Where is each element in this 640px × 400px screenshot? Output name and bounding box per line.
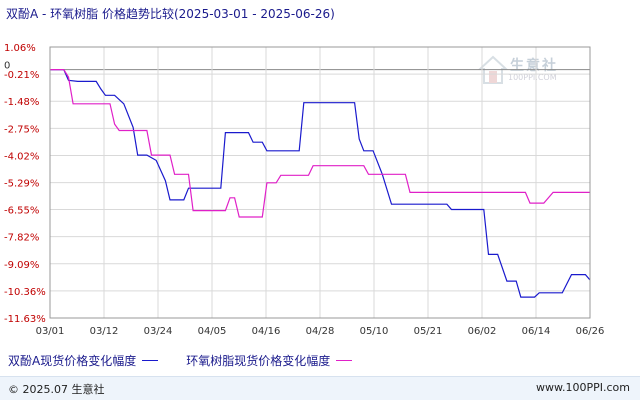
watermark-url: 100PPI.COM (508, 73, 557, 82)
y-tick-label: -4.02% (4, 151, 39, 162)
y-tick-label: -11.63% (4, 314, 46, 325)
series-line-bpa (50, 69, 591, 298)
line-chart: 1.06% 0-0.21% -1.48% -2.75% -4.02% -5.29% -6.5… (4, 43, 605, 337)
legend-label-bpa: 双酚A现货价格变化幅度 (8, 353, 137, 368)
y-tick-label: 0 (4, 61, 10, 72)
footer-bar: © 2025.07 生意社 www.100PPI.com (0, 376, 640, 400)
footer-copyright: © 2025.07 生意社 (8, 383, 105, 396)
legend: 双酚A现货价格变化幅度 环氧树脂现货价格变化幅度 (8, 352, 380, 368)
x-tick-label: 05/10 (360, 326, 389, 337)
y-tick-label: -6.55% (4, 206, 39, 217)
x-tick-label: 06/02 (468, 326, 497, 337)
x-tick-label: 06/14 (522, 326, 551, 337)
y-tick-label: -0.21% (4, 70, 39, 81)
y-tick-label: -7.82% (4, 233, 39, 244)
y-tick-label: -1.48% (4, 97, 39, 108)
series-lines (50, 69, 591, 298)
x-tick-label: 04/05 (198, 326, 227, 337)
legend-swatch-bpa (142, 359, 159, 361)
y-tick-label: -10.36% (4, 287, 46, 298)
chart-title: 双酚A - 环氧树脂 价格趋势比较(2025-03-01 - 2025-06-2… (6, 7, 335, 21)
series-line-epoxy (50, 69, 590, 218)
x-tick-label: 05/21 (414, 326, 443, 337)
x-axis-ticks: 03/01 03/12 03/24 04/05 04/16 04/28 05/10 05/21… (36, 326, 605, 337)
y-tick-label: -2.75% (4, 124, 39, 135)
x-tick-label: 04/16 (252, 326, 281, 337)
plot-frame (49, 46, 591, 319)
x-tick-label: 03/12 (90, 326, 119, 337)
y-axis-ticks: 1.06% 0-0.21% -1.48% -2.75% -4.02% -5.29% -6.5… (4, 43, 46, 325)
x-tick-label: 04/28 (306, 326, 335, 337)
watermark-house-icon (477, 55, 509, 84)
x-tick-label: 06/26 (576, 326, 605, 337)
grid-lines (49, 46, 591, 319)
x-tick-label: 03/24 (144, 326, 173, 337)
legend-label-epoxy: 环氧树脂现货价格变化幅度 (186, 353, 331, 368)
x-tick-label: 03/01 (36, 326, 65, 337)
y-tick-label: 1.06% (4, 43, 36, 54)
footer-site-link[interactable]: www.100PPI.com (536, 381, 630, 394)
y-tick-label: -9.09% (4, 260, 39, 271)
y-tick-label: -5.29% (4, 179, 39, 190)
legend-swatch-epoxy (336, 359, 353, 361)
